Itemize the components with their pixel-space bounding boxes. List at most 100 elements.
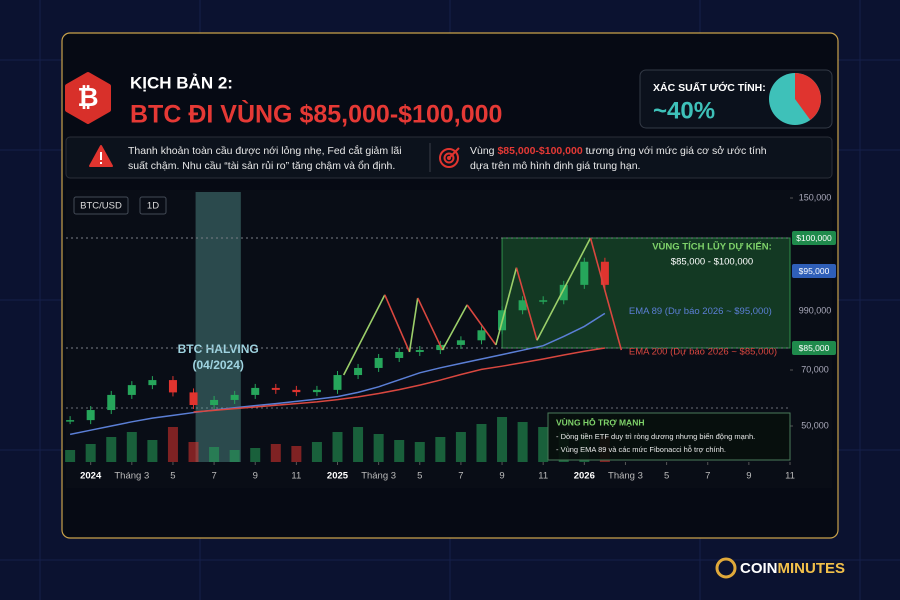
x-tick-label: 11 <box>538 471 548 482</box>
volume-bar <box>517 422 528 462</box>
volume-bar <box>414 442 425 462</box>
x-tick-label: 5 <box>170 471 175 482</box>
level-label: $85,000 <box>799 343 830 353</box>
candle-body <box>189 392 198 405</box>
x-tick-label: 11 <box>785 471 795 482</box>
volume-bar <box>250 448 261 462</box>
interval: 1D <box>147 201 159 212</box>
level-badge <box>792 264 836 278</box>
y-tick-label: 50,000 <box>801 420 829 430</box>
projection-segment <box>342 294 386 376</box>
candle-body <box>292 389 301 393</box>
volume-bar <box>147 440 158 462</box>
candle-body <box>559 284 568 301</box>
halving-band <box>195 192 241 462</box>
axis-note: 990,000 <box>799 305 832 315</box>
projection-segment <box>384 294 411 353</box>
brand-icon <box>715 557 737 579</box>
x-tick-label: Tháng 3 <box>608 471 643 482</box>
candle-body <box>333 375 342 390</box>
note-left: Thanh khoản toàn cầu được nới lỏng nhẹ, … <box>128 144 402 157</box>
volume-bar <box>435 437 446 462</box>
level-badge <box>792 231 836 245</box>
symbol: BTC/USD <box>80 201 122 212</box>
x-tick-label: Tháng 3 <box>114 471 149 482</box>
candle-body <box>168 380 177 393</box>
warning-mark <box>100 152 102 160</box>
candle-body <box>456 340 465 345</box>
symbol-chip <box>73 196 129 215</box>
zone-range: $85,000 - $100,000 <box>671 257 753 268</box>
btc-icon <box>65 72 111 124</box>
projection-segment <box>416 297 444 351</box>
volume-bar <box>353 427 364 462</box>
x-tick-label: 2024 <box>80 471 102 482</box>
volume-bar <box>538 427 549 462</box>
projection-segment <box>495 267 518 346</box>
candle-body <box>312 389 321 393</box>
candle-body <box>600 261 609 285</box>
x-tick-label: 7 <box>458 471 463 482</box>
note-text: tương ứng với mức giá cơ sở ước tính <box>583 145 767 157</box>
candle-body <box>127 385 136 395</box>
ema-label: EMA 200 (Dự báo 2026 ~ $85,000) <box>629 347 777 358</box>
candle-body <box>230 394 239 400</box>
x-tick-label: 11 <box>291 471 301 482</box>
accumulation-zone <box>501 237 791 349</box>
projection-segment <box>515 267 538 341</box>
volume-bar <box>126 432 137 462</box>
brand-part: MINUTES <box>778 560 846 577</box>
candle-body <box>66 420 75 422</box>
btc-symbol: ₿ <box>77 82 98 112</box>
candle-body <box>395 351 404 358</box>
volume-bar <box>270 444 281 462</box>
candle-body <box>477 330 486 341</box>
volume-bar <box>209 447 220 462</box>
candle-body <box>107 394 116 411</box>
ema-line <box>69 312 606 436</box>
plot: BTC HALVING (04/2024) VÙNG TÍCH LŨY DỰ KIẾ… <box>65 192 836 482</box>
support-line-text: - Dòng tiền ETF duy trì ròng dương nhưng… <box>556 432 755 441</box>
candle-body <box>251 387 260 395</box>
probability-label: XÁC SUẤT ƯỚC TÍNH: <box>653 81 766 94</box>
interval-chip <box>139 196 167 215</box>
level-label: $100,000 <box>796 233 832 243</box>
note-right: dựa trên mô hình định giá trung hạn. <box>470 160 640 172</box>
level-label: $95,000 <box>799 266 830 276</box>
halving-label: BTC HALVING <box>178 342 259 356</box>
probability-value: ~40% <box>653 97 715 124</box>
candle-body <box>354 367 363 376</box>
volume-bar <box>373 434 384 462</box>
note-right: Vùng $85,000-$100,000 tương ứng với mức … <box>470 145 767 157</box>
volume-bar <box>394 440 405 462</box>
candle-body <box>539 300 548 302</box>
volume-bar <box>229 450 240 462</box>
kicker: KỊCH BẢN 2: <box>130 73 233 92</box>
volume-bar <box>332 432 343 462</box>
support-box <box>547 412 791 461</box>
note-left: suất chậm. Nhu cầu “tài sản rủi ro” tăng… <box>128 160 395 172</box>
x-tick-label: Tháng 3 <box>361 471 396 482</box>
projection-segment <box>441 304 468 351</box>
y-tick-label: 150,000 <box>799 192 832 202</box>
ema-label: EMA 89 (Dự báo 2026 ~ $95,000) <box>629 306 772 317</box>
projection-segment <box>536 237 592 341</box>
brand-part: COIN <box>740 560 778 577</box>
projection-segment <box>408 297 419 353</box>
volume-bar <box>311 442 322 462</box>
x-tick-label: 5 <box>417 471 422 482</box>
volume-bar <box>291 446 302 462</box>
projection-segment <box>466 304 497 346</box>
ema-line <box>193 347 606 413</box>
note-highlight: $85,000-$100,000 <box>497 145 582 157</box>
brand: COINMINUTES <box>740 560 845 577</box>
x-tick-label: 9 <box>499 471 504 482</box>
candle-body <box>374 357 383 368</box>
warning-dot <box>100 162 102 164</box>
candle-body <box>148 380 157 386</box>
x-tick-label: 9 <box>746 471 751 482</box>
x-tick-label: 2026 <box>574 471 595 482</box>
volume-bar <box>455 432 466 462</box>
